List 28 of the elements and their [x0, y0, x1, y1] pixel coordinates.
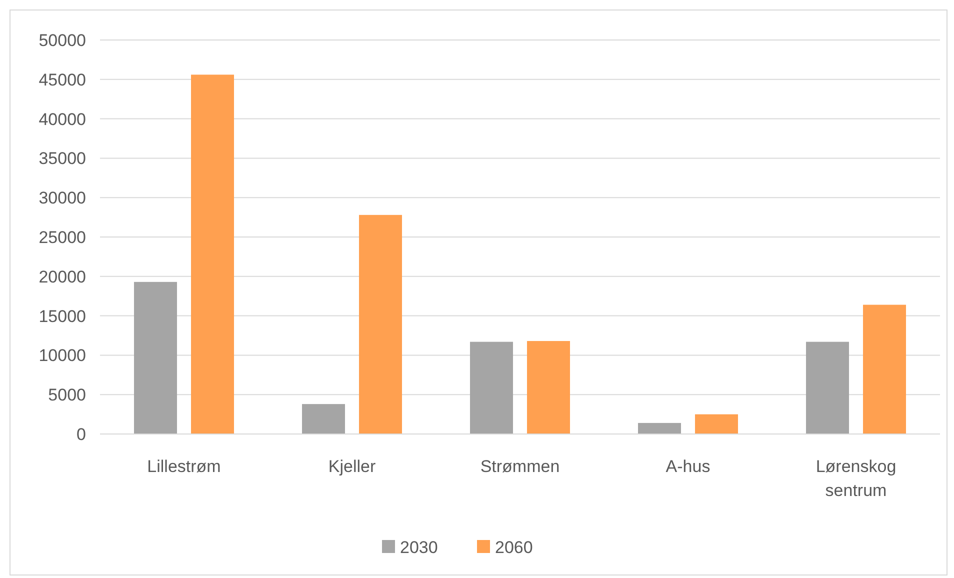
y-tick-label: 0 [76, 424, 86, 444]
y-tick-label: 15000 [38, 306, 86, 326]
y-tick-label: 10000 [38, 346, 86, 366]
bar [470, 342, 513, 434]
y-tick-label: 30000 [38, 188, 86, 208]
x-tick-label: Lillestrøm [147, 457, 221, 476]
bar [695, 414, 738, 434]
bar [863, 304, 906, 434]
legend-label: 2060 [495, 538, 533, 557]
y-tick-label: 20000 [38, 267, 86, 286]
bar [806, 342, 849, 434]
bar [302, 404, 345, 434]
x-tick-label: A-hus [666, 457, 710, 476]
legend-label: 2030 [400, 538, 438, 557]
y-tick-label: 40000 [38, 110, 86, 129]
x-tick-label: Strømmen [480, 457, 560, 476]
y-tick-label: 25000 [38, 228, 86, 247]
y-tick-label: 45000 [38, 70, 86, 90]
x-tick-label: Lørenskog sentrum [816, 457, 896, 500]
x-tick-label: Kjeller [328, 457, 376, 476]
bar [134, 282, 177, 434]
bar [527, 341, 570, 434]
bar [638, 422, 681, 434]
y-tick-label: 35000 [38, 149, 86, 168]
bar [191, 74, 234, 434]
y-tick-label: 50000 [38, 30, 86, 50]
bar [359, 214, 402, 434]
y-tick-label: 5000 [48, 386, 86, 405]
